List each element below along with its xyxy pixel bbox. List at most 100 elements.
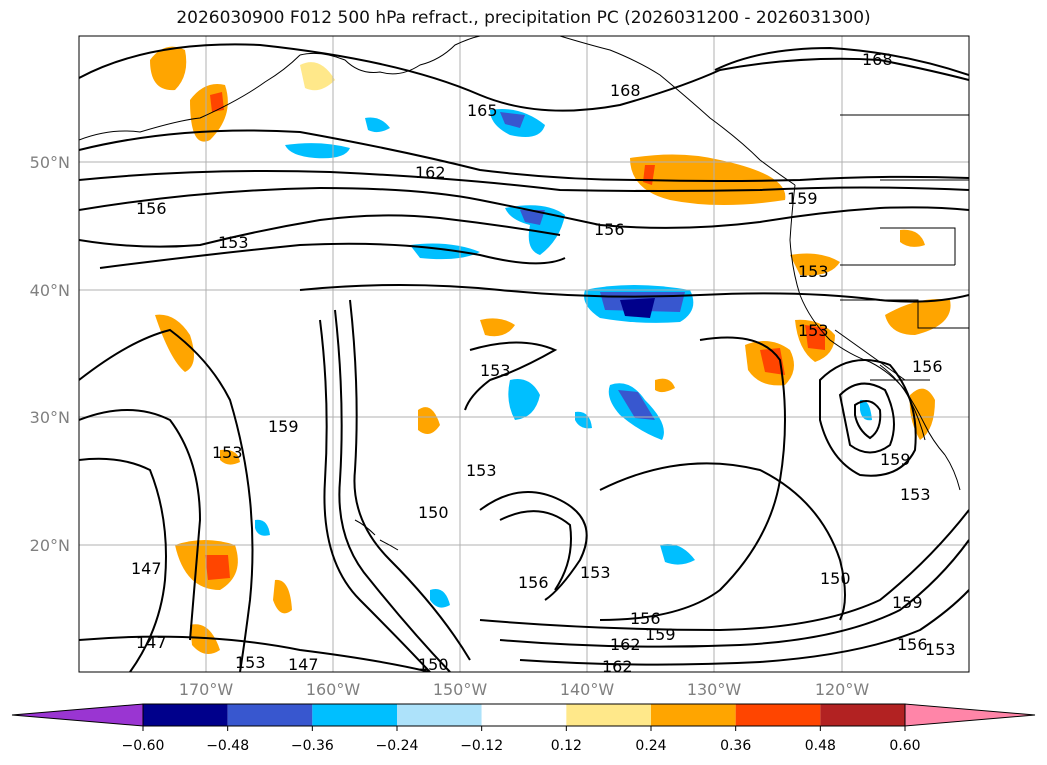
- contour-153-loop: [464, 341, 558, 411]
- colorbar-segment: [227, 704, 313, 726]
- precip-blob: [620, 298, 655, 318]
- refractivity-contours: [79, 43, 969, 672]
- contour-150-east: [599, 462, 846, 621]
- contour-150-west: [79, 409, 202, 641]
- contour-165: [79, 43, 969, 112]
- colorbar-tick-label: −0.36: [291, 738, 334, 754]
- colorbar-segment: [397, 704, 482, 726]
- lat-tick: 30°N: [30, 408, 70, 427]
- contour-label: 153: [480, 361, 511, 380]
- contour-label: 162: [415, 163, 446, 182]
- contour-147-west: [79, 457, 167, 672]
- contour-label: 159: [787, 189, 818, 208]
- contour-label: 159: [880, 450, 911, 469]
- precip-blob: [418, 407, 440, 434]
- precip-blob: [655, 378, 675, 393]
- colorbar-segment: [651, 704, 736, 726]
- contour-label: 156: [897, 635, 928, 654]
- contour-162-low: [854, 400, 882, 440]
- precip-blob: [150, 46, 187, 91]
- colorbar-segment: [143, 704, 228, 726]
- contour-153-east: [599, 336, 786, 621]
- precip-blob: [520, 210, 545, 225]
- lat-tick: 50°N: [30, 153, 70, 172]
- lat-tick: 20°N: [30, 536, 70, 555]
- contour-label: 159: [645, 625, 676, 644]
- precip-blob: [860, 399, 872, 421]
- precip-blob: [760, 348, 785, 375]
- contour-156: [79, 186, 969, 229]
- contour-156-mid: [479, 491, 588, 601]
- contour-label: 153: [580, 563, 611, 582]
- contour-label: 156: [136, 199, 167, 218]
- lon-tick: 120°W: [815, 680, 870, 699]
- contour-159-south: [499, 539, 969, 648]
- contour-162-south: [519, 589, 969, 666]
- precip-blob: [300, 62, 335, 91]
- contour-label: 150: [418, 503, 449, 522]
- contour-label: 147: [131, 559, 162, 578]
- precip-blob: [273, 579, 292, 614]
- precip-blob: [500, 112, 525, 128]
- precip-blob: [155, 314, 194, 372]
- colorbar-tick-label: −0.24: [376, 738, 419, 754]
- contour-label-group: 168 168 165 162 159 156 156 153 153 153 …: [131, 50, 956, 676]
- precip-blob: [618, 390, 655, 420]
- map-title: 2026030900 F012 500 hPa refract., precip…: [176, 8, 871, 28]
- colorbar-tick-label: 0.24: [635, 738, 666, 754]
- contour-153-mid: [499, 510, 572, 591]
- contour-147-south: [79, 635, 431, 672]
- contour-159: [79, 170, 969, 192]
- plot-frame: [78, 35, 970, 673]
- contour-156-low: [819, 359, 917, 477]
- colorbar-tick-label: −0.12: [460, 738, 503, 754]
- lon-tick: 140°W: [560, 680, 615, 699]
- latitude-ticks: 50°N 40°N 30°N 20°N: [30, 153, 70, 555]
- precip-blob: [255, 519, 270, 536]
- precip-blob: [805, 325, 825, 350]
- contour-168: [714, 46, 969, 76]
- contour-label: 150: [820, 569, 851, 588]
- contour-label: 159: [268, 417, 299, 436]
- contour-156-south: [479, 509, 969, 632]
- precip-blob: [285, 143, 350, 159]
- contour-label: 153: [925, 640, 956, 659]
- colorbar-tick-label: 0.12: [551, 738, 582, 754]
- contour-label: 168: [862, 50, 893, 69]
- contour-153a: [79, 214, 561, 248]
- lon-tick: 170°W: [179, 680, 234, 699]
- colorbar-segment: [735, 704, 821, 726]
- precip-blob: [575, 411, 592, 429]
- plot-area: 168 168 165 162 159 156 156 153 153 153 …: [79, 36, 969, 676]
- precip-blob: [205, 555, 230, 580]
- contour-label: 162: [602, 657, 633, 676]
- colorbar-frame: [142, 703, 906, 727]
- contour-label: 153: [798, 321, 829, 340]
- contour-label: 168: [610, 81, 641, 100]
- precip-blob: [508, 379, 540, 420]
- precip-blob: [210, 92, 224, 112]
- contour-label: 147: [288, 655, 319, 674]
- contour-label: 159: [892, 593, 923, 612]
- contour-label: 153: [218, 233, 249, 252]
- colorbar: −0.60 −0.48 −0.36 −0.24 −0.12 0.12 0.24 0.36 0.4…: [11, 703, 1036, 754]
- colorbar-segment: [312, 704, 397, 726]
- contour-159-low: [838, 382, 895, 454]
- contour-153-trough: [349, 299, 471, 661]
- contour-label: 153: [235, 653, 266, 672]
- lon-tick: 130°W: [687, 680, 742, 699]
- contour-label: 153: [212, 443, 243, 462]
- precip-blob: [430, 589, 450, 608]
- colorbar-segment: [820, 704, 905, 726]
- contour-label: 156: [518, 573, 549, 592]
- colorbar-segment: [566, 704, 651, 726]
- precip-blob: [790, 253, 840, 276]
- contour-153-west: [79, 328, 254, 672]
- lon-tick: 150°W: [433, 680, 488, 699]
- contour-159-trough: [319, 319, 431, 672]
- colorbar-extend-low: [11, 703, 144, 727]
- contour-label: 165: [467, 101, 498, 120]
- contour-label: 153: [900, 485, 931, 504]
- precip-blob: [630, 154, 786, 205]
